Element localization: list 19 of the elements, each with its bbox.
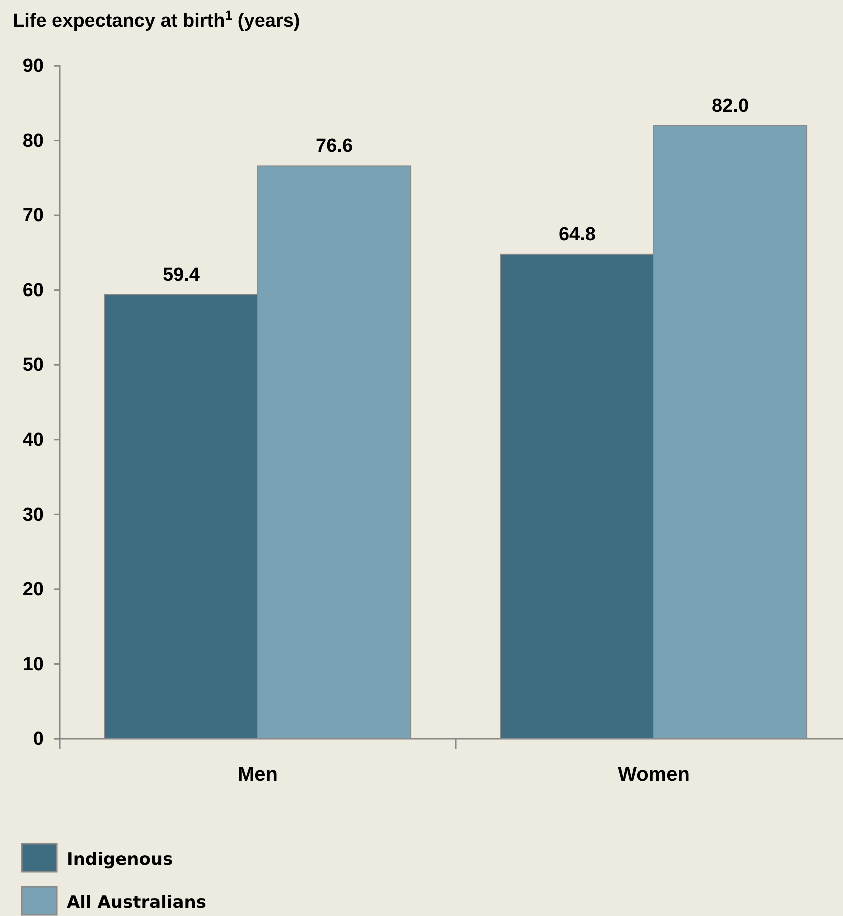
data-label: 59.4 xyxy=(162,264,200,286)
data-label: 76.6 xyxy=(316,136,354,158)
x-tick-label: Women xyxy=(618,764,690,786)
data-label: 64.8 xyxy=(558,224,596,246)
y-tick-label: 40 xyxy=(22,430,44,451)
y-tick-label: 10 xyxy=(22,654,44,676)
y-tick-label: 80 xyxy=(22,130,44,152)
y-tick-label: 70 xyxy=(22,206,44,227)
legend-label: Indigenous xyxy=(67,850,174,870)
chart-title: Life expectancy at birth$^{1}$ (years) xyxy=(13,8,300,32)
y-tick-label: 90 xyxy=(22,56,44,78)
y-tick-label: 50 xyxy=(22,355,44,376)
y-tick-label: 20 xyxy=(22,580,44,601)
y-tick-label: 0 xyxy=(33,729,44,750)
x-tick-label: Men xyxy=(238,764,278,786)
legend-label: All Australians xyxy=(67,893,206,913)
data-label: 82.0 xyxy=(712,96,750,117)
y-tick-label: 60 xyxy=(22,280,44,302)
y-tick-label: 30 xyxy=(22,504,44,526)
